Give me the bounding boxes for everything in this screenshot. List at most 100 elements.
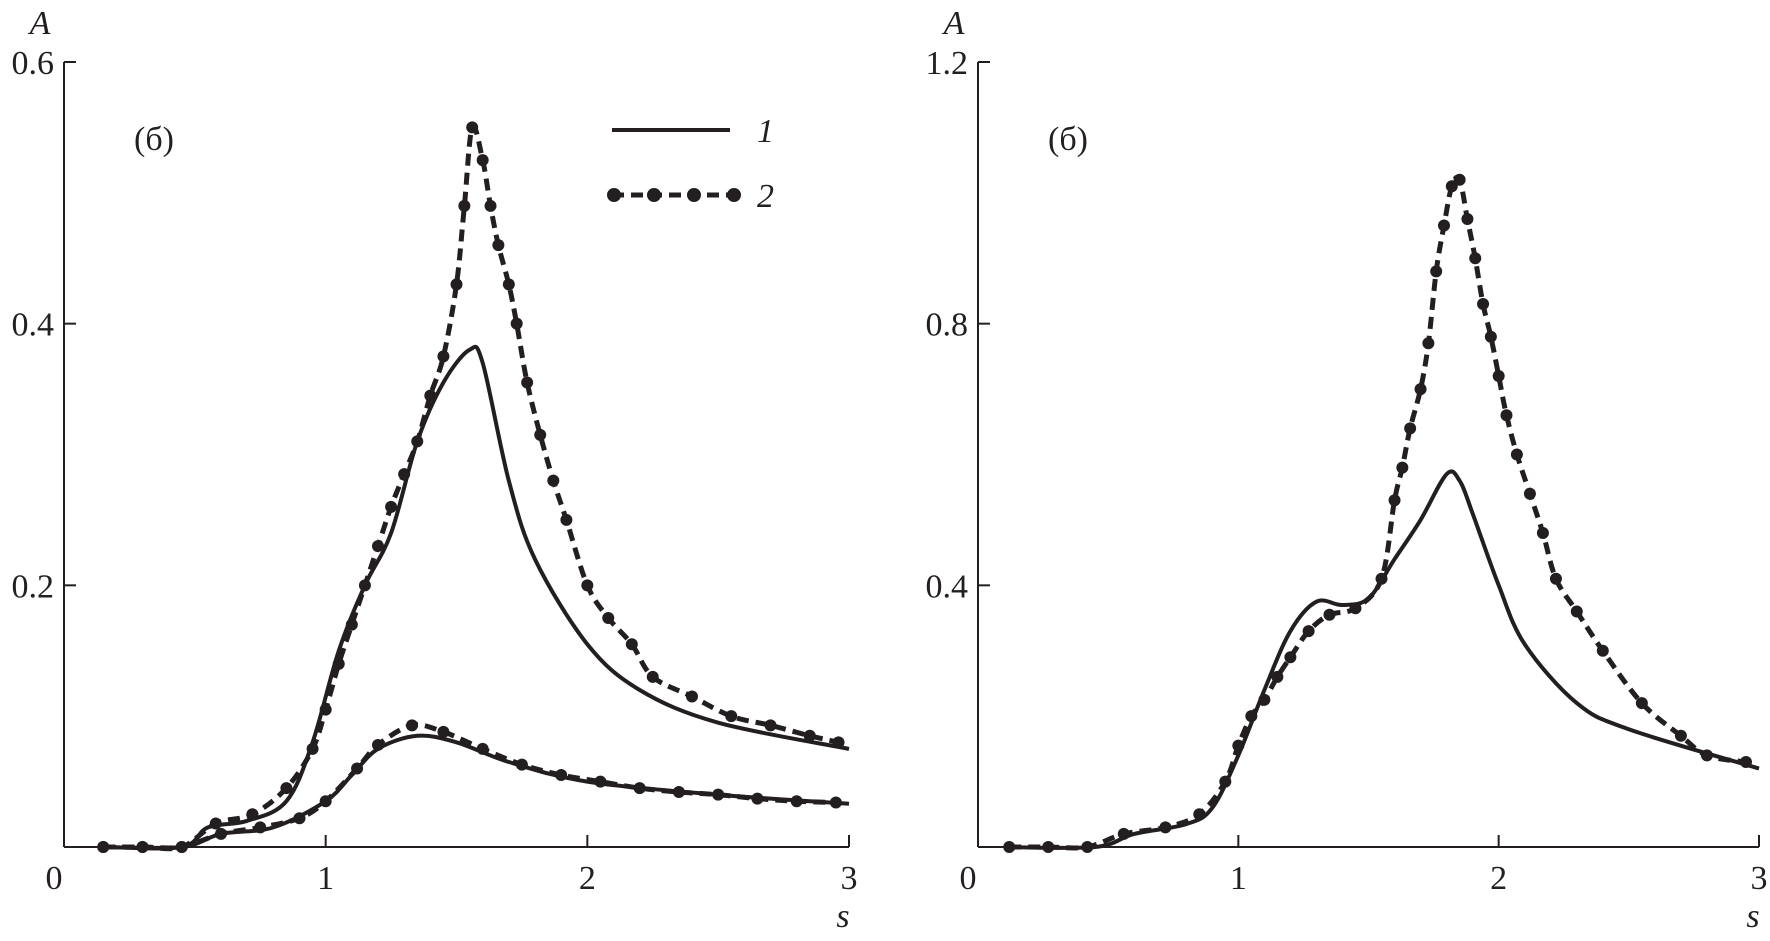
series-2-point	[1193, 808, 1206, 821]
series-2-point	[751, 792, 764, 805]
series-2-point	[1674, 729, 1687, 742]
y-axis-label: A	[942, 5, 965, 42]
series-2-point	[358, 579, 371, 592]
legend-label-1: 1	[757, 113, 774, 150]
series-2-point	[1081, 841, 1094, 853]
series-2-point	[406, 719, 419, 732]
series-2-point	[136, 841, 149, 853]
series-2-point	[319, 703, 332, 716]
series-2-point	[1700, 749, 1713, 762]
x-tick-label: 3	[1751, 860, 1768, 897]
legend-label-2: 2	[757, 178, 774, 215]
y-axis-label: A	[28, 5, 51, 42]
x-tick-label: 3	[841, 860, 858, 897]
x-tick-label: 2	[1490, 860, 1507, 897]
series-1-line	[103, 344, 850, 851]
y-tick-label: 0.8	[926, 307, 969, 344]
panel-label: (б)	[1048, 121, 1088, 158]
series-2-point	[1258, 693, 1271, 706]
series-2-point	[790, 795, 803, 808]
series-2-point	[351, 762, 364, 775]
series-2-point	[332, 657, 345, 670]
series-2-line	[103, 722, 836, 851]
legend-marker-2	[687, 188, 701, 202]
legend-marker-2	[607, 188, 621, 202]
series-2-point	[502, 278, 515, 291]
series-2-point	[1469, 252, 1482, 265]
series-2-point	[254, 821, 267, 834]
series-2-point	[293, 812, 306, 825]
series-2-point	[1523, 487, 1536, 500]
series-2-point	[424, 389, 437, 402]
series-2-point	[1219, 775, 1232, 788]
legend: 12	[607, 113, 774, 215]
series-2-point	[372, 540, 384, 553]
series-2-point	[1510, 448, 1523, 461]
series-2-point	[1477, 298, 1490, 311]
series-2-point	[1159, 821, 1172, 834]
series-2-point	[345, 618, 358, 631]
series-2-point	[1484, 330, 1497, 343]
series-2-point	[510, 317, 523, 330]
series-2-point	[476, 154, 489, 167]
series-2-point	[1549, 572, 1562, 585]
series-2-point	[1388, 494, 1401, 507]
series-1-line	[103, 733, 850, 850]
series-2-point	[458, 199, 471, 212]
y-tick-label: 0.4	[12, 307, 55, 344]
series-2-point	[555, 769, 568, 782]
series-2-point	[1739, 755, 1752, 768]
series-2-point	[1596, 644, 1609, 657]
series-2-point	[1430, 265, 1443, 278]
series-2-point	[280, 782, 293, 795]
series-2-point	[672, 786, 685, 799]
series-2-point	[602, 612, 615, 625]
x-tick-label: 1	[317, 860, 334, 897]
series-2-point	[1117, 827, 1130, 840]
y-tick-label: 1.2	[926, 45, 969, 82]
series-2-point	[1414, 383, 1427, 396]
y-tick-label: 0.2	[12, 568, 55, 605]
series-2-point	[515, 758, 528, 771]
series-2-point	[437, 725, 450, 738]
series-2-point	[1042, 841, 1055, 853]
series-2-point	[829, 796, 842, 809]
series-2-point	[1284, 651, 1297, 664]
series-2-point	[319, 795, 332, 808]
series-1-line	[1003, 469, 1760, 850]
series-2-point	[306, 742, 319, 755]
series-2-point	[725, 710, 738, 723]
series-2-point	[1492, 370, 1505, 382]
series-2-point	[175, 841, 188, 853]
series-2-point	[646, 670, 659, 683]
series-2-point	[712, 788, 725, 801]
series-2-point	[1422, 337, 1435, 350]
series-2-point	[450, 278, 463, 291]
x-tick-label: 0	[960, 860, 977, 897]
series-2-point	[97, 841, 110, 853]
series-2-point	[484, 199, 497, 212]
series-2-point	[209, 817, 222, 830]
series-2-point	[1453, 173, 1466, 186]
x-axis-label: s	[1746, 898, 1759, 935]
series-2-point	[1245, 710, 1258, 723]
series-2-point	[492, 239, 505, 252]
series-2-point	[581, 579, 594, 592]
panel-label: (б)	[134, 121, 174, 158]
series-2-point	[594, 775, 607, 788]
series-2-point	[803, 729, 816, 742]
series-2-point	[246, 808, 259, 821]
series-2-point	[534, 428, 547, 441]
legend-marker-2	[727, 188, 741, 202]
series-2-point	[1461, 213, 1474, 225]
series-2-point	[1323, 608, 1336, 621]
series-2-point	[764, 719, 777, 732]
series-2-point	[686, 690, 698, 703]
series-2-point	[372, 738, 384, 751]
series-2-point	[1396, 461, 1409, 474]
series-2-point	[1271, 670, 1284, 683]
series-2-point	[466, 121, 479, 134]
series-2-point	[1375, 572, 1388, 585]
x-tick-label: 1	[1230, 860, 1247, 897]
